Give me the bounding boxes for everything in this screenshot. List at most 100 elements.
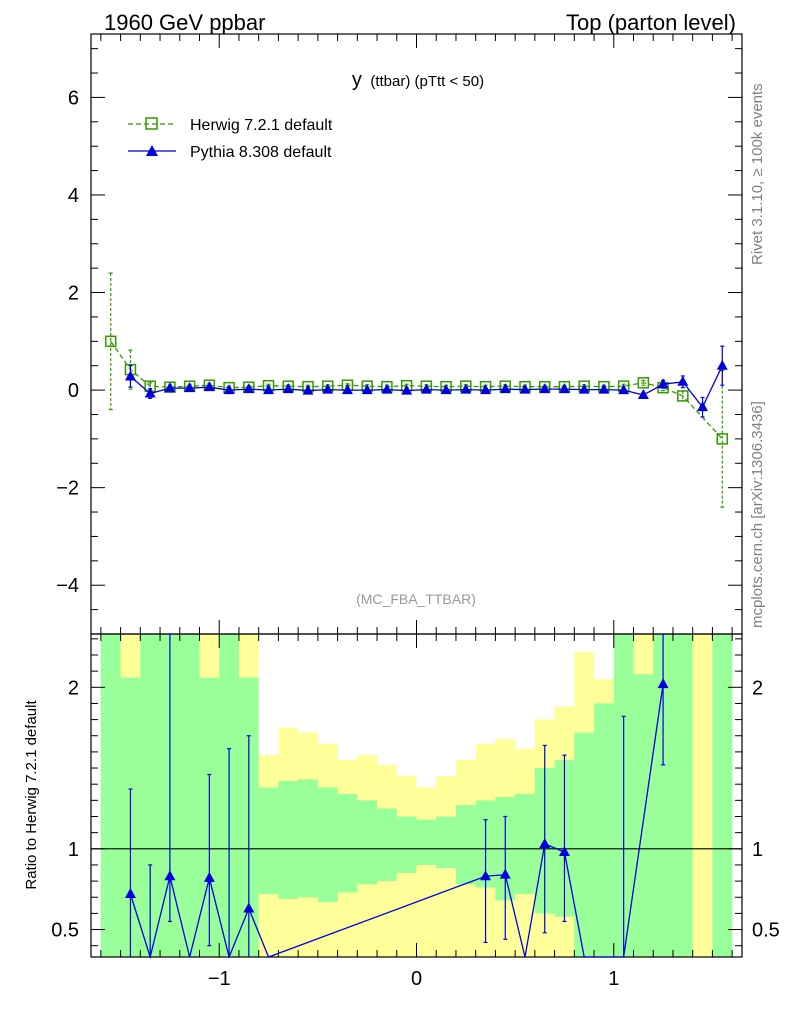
main-y-tick-label: −2 xyxy=(56,478,79,500)
ratio-y-tick-label: 0.5 xyxy=(51,920,79,942)
data-point xyxy=(440,384,452,395)
ratio-band-green xyxy=(357,800,378,885)
data-point xyxy=(322,383,334,394)
x-tick-label: −1 xyxy=(208,968,231,990)
data-point xyxy=(578,383,590,394)
ratio-band-green xyxy=(672,634,693,957)
series-pythia xyxy=(124,345,728,418)
ratio-band-green xyxy=(436,816,456,869)
main-y-tick-label: 6 xyxy=(68,87,79,109)
data-point xyxy=(341,384,353,395)
ratio-band-green xyxy=(396,816,417,874)
main-title-sub: (ttbar) (pTtt < 50) xyxy=(370,73,484,90)
main-y-tick-label: 0 xyxy=(68,380,79,402)
ratio-band-green xyxy=(179,634,200,957)
data-point xyxy=(539,383,551,394)
data-point xyxy=(302,384,314,395)
ratio-band-green xyxy=(140,634,161,957)
main-title: y (ttbar) (pTtt < 50) xyxy=(352,69,484,91)
legend-pythia: Pythia 8.308 default xyxy=(128,144,332,161)
data-point xyxy=(124,370,136,381)
data-point xyxy=(618,384,630,395)
data-point xyxy=(361,384,373,395)
header-right: Top (parton level) xyxy=(566,10,736,35)
ratio-data-point xyxy=(539,837,551,848)
ratio-y-tick-label-right: 0.5 xyxy=(752,920,780,942)
data-point xyxy=(697,401,709,412)
legend-pythia-label: Pythia 8.308 default xyxy=(190,144,332,161)
data-point xyxy=(401,384,413,395)
ratio-band-yellow xyxy=(692,634,713,957)
main-y-tick-label: 2 xyxy=(68,283,79,305)
data-point xyxy=(637,388,649,399)
data-point xyxy=(164,382,176,393)
ratio-data-point xyxy=(657,678,669,689)
ratio-y-axis: 2 2 1 1 0.5 0.5 xyxy=(51,638,780,947)
data-point xyxy=(223,384,235,395)
ratio-band-green xyxy=(416,819,437,865)
data-point xyxy=(637,377,650,389)
header-left: 1960 GeV ppbar xyxy=(104,10,265,35)
ratio-data-point xyxy=(499,868,511,879)
ratio-band-green xyxy=(258,787,279,895)
data-point xyxy=(716,433,729,445)
legend-pythia-marker xyxy=(146,145,158,156)
data-point xyxy=(104,335,117,348)
ratio-band-green xyxy=(337,793,358,893)
ratio-band-green xyxy=(633,674,654,957)
data-point xyxy=(282,383,294,394)
ratio-data-point xyxy=(164,870,176,881)
analysis-label: (MC_FBA_TTBAR) xyxy=(356,591,476,607)
legend-herwig-label: Herwig 7.2.1 default xyxy=(190,117,333,134)
data-point xyxy=(460,383,472,394)
ratio-y-tick-label: 2 xyxy=(68,677,79,699)
data-point xyxy=(203,381,215,392)
data-point xyxy=(499,383,511,394)
ratio-bands xyxy=(100,634,733,957)
ratio-ylabel: Ratio to Herwig 7.2.1 default xyxy=(23,700,40,890)
data-point xyxy=(677,375,689,386)
data-point xyxy=(381,383,393,394)
data-point xyxy=(558,383,570,394)
ratio-band-green xyxy=(515,793,535,895)
main-frame xyxy=(90,33,743,635)
ratio-band-green xyxy=(278,780,299,899)
ratio-band-green xyxy=(712,634,733,957)
mcplots-label: mcplots.cern.ch [arXiv:1306.3436] xyxy=(749,401,766,628)
ratio-y-tick-label-right: 1 xyxy=(752,839,763,861)
legend-herwig-marker xyxy=(145,117,158,130)
main-y-axis: 6 4 2 0 −2 −4 xyxy=(56,48,742,635)
data-point xyxy=(243,383,255,394)
x-tick-label: 0 xyxy=(411,968,422,990)
x-axis: −1 0 1 xyxy=(100,34,733,990)
main-y-tick-label: −4 xyxy=(56,575,79,597)
data-point xyxy=(144,387,156,398)
ratio-series-pythia xyxy=(124,633,669,960)
ratio-band-green xyxy=(377,808,397,882)
ratio-band-green xyxy=(298,779,318,898)
x-tick-label: 1 xyxy=(608,968,619,990)
main-title-var: y xyxy=(352,69,362,91)
ratio-band-green xyxy=(100,634,121,957)
legend-herwig: Herwig 7.2.1 default xyxy=(128,117,333,134)
data-point xyxy=(598,383,610,394)
ratio-data-point xyxy=(124,888,136,899)
data-point xyxy=(519,383,531,394)
layers: 6 4 2 0 −2 −4 −1 0 1 2 2 1 1 0.5 0.5 xyxy=(51,33,780,990)
data-point xyxy=(677,390,689,402)
data-point xyxy=(184,382,196,393)
main-y-tick-label: 4 xyxy=(68,185,79,207)
ratio-data-point xyxy=(243,902,255,913)
data-point xyxy=(420,383,432,394)
ratio-band-green xyxy=(455,805,476,885)
legend: Herwig 7.2.1 default Pythia 8.308 defaul… xyxy=(128,117,333,161)
data-point xyxy=(480,384,492,395)
ratio-data-point xyxy=(558,846,570,857)
ratio-data-point xyxy=(203,871,215,882)
data-point xyxy=(263,384,275,395)
ratio-y-tick-label: 1 xyxy=(68,839,79,861)
ratio-band-green xyxy=(317,787,338,903)
data-point xyxy=(716,359,728,370)
ratio-band-yellow xyxy=(416,787,437,957)
